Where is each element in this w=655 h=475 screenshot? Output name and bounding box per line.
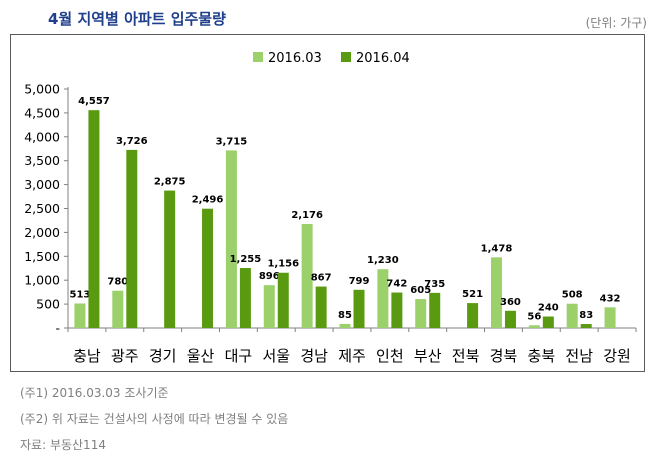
data-label-2016-03: 2,176 (291, 210, 323, 221)
bar-2016-03 (490, 257, 502, 328)
data-label-2016-04: 1,255 (230, 254, 262, 265)
y-tick-label: 2,000 (24, 225, 60, 240)
x-tick-label: 경북 (490, 347, 518, 365)
y-tick-label: 3,000 (24, 177, 60, 192)
bar-2016-04 (542, 316, 554, 328)
legend-swatch-2016-04 (341, 52, 351, 62)
data-label-2016-03: 605 (410, 285, 431, 296)
bar-2016-03 (528, 325, 540, 328)
unit-label: (단위: 가구) (585, 16, 647, 30)
x-tick-label: 경기 (149, 347, 177, 365)
data-label-2016-03: 513 (69, 289, 90, 300)
data-label-2016-03: 3,715 (216, 136, 248, 147)
data-label-2016-03: 85 (338, 310, 352, 321)
bar-2016-04 (467, 303, 479, 328)
bar-2016-03 (566, 303, 578, 328)
x-tick-label: 제주 (338, 347, 366, 365)
data-label-2016-04: 240 (538, 303, 559, 314)
data-label-2016-04: 1,156 (267, 259, 299, 270)
bar-2016-04 (504, 310, 516, 328)
bar-2016-03 (301, 223, 313, 328)
y-tick-label: 4,500 (24, 105, 60, 120)
bar-2016-04 (126, 149, 138, 328)
chart-frame (10, 34, 645, 372)
legend-label-2016-03: 2016.03 (268, 51, 322, 66)
data-label-2016-04: 2,875 (154, 177, 186, 188)
x-tick-label: 인천 (376, 347, 404, 365)
x-tick-label: 울산 (187, 347, 215, 365)
x-tick-label: 부산 (414, 347, 442, 365)
data-label-2016-04: 867 (311, 273, 332, 284)
bar-2016-04 (353, 289, 365, 328)
bar-2016-03 (339, 323, 351, 328)
bar-2016-04 (580, 324, 592, 328)
bar-2016-04 (429, 292, 441, 328)
data-label-2016-04: 799 (349, 276, 370, 287)
data-label-2016-03: 1,478 (481, 243, 513, 254)
bar-2016-04 (239, 268, 251, 328)
bar-2016-03 (604, 307, 616, 328)
x-tick-label: 충남 (73, 347, 101, 365)
x-tick-label: 경남 (300, 347, 328, 365)
bar-2016-04 (164, 190, 176, 328)
data-label-2016-04: 735 (424, 279, 445, 290)
x-tick-label: 강원 (603, 347, 631, 365)
chart-title: 4월 지역별 아파트 입주물량 (48, 10, 226, 28)
bar-2016-03 (225, 150, 237, 328)
footnote-1: (주1) 2016.03.03 조사기준 (20, 386, 169, 400)
data-label-2016-03: 896 (259, 271, 280, 282)
y-tick-label: 5,000 (24, 82, 60, 97)
data-label-2016-04: 360 (500, 297, 521, 308)
data-label-2016-03: 432 (600, 293, 621, 304)
data-label-2016-04: 521 (462, 289, 483, 300)
bar-2016-04 (277, 272, 289, 328)
legend-swatch-2016-03 (253, 52, 263, 62)
y-tick-label: 2,500 (24, 201, 60, 216)
y-tick-label: 3,500 (24, 153, 60, 168)
x-tick-label: 서울 (262, 347, 290, 365)
bar-2016-03 (112, 290, 124, 328)
x-tick-label: 전남 (565, 347, 593, 365)
y-tick-label: 1,000 (24, 273, 60, 288)
data-label-2016-03: 1,230 (367, 255, 399, 266)
source-note: 자료: 부동산114 (20, 438, 106, 452)
y-tick-label: 500 (36, 297, 60, 312)
data-label-2016-04: 3,726 (116, 136, 148, 147)
x-tick-label: 충북 (528, 347, 556, 365)
bar-2016-03 (377, 269, 389, 328)
bar-2016-03 (263, 285, 275, 328)
x-tick-label: 전북 (452, 347, 480, 365)
x-tick-label: 대구 (225, 347, 253, 365)
y-tick-label: 1,500 (24, 249, 60, 264)
data-label-2016-04: 83 (579, 310, 593, 321)
bar-2016-04 (315, 286, 327, 328)
data-label-2016-04: 742 (386, 279, 407, 290)
footnote-2: (주2) 위 자료는 건설사의 사정에 따라 변경될 수 있음 (20, 412, 289, 426)
y-tick-label: 4,000 (24, 129, 60, 144)
bar-2016-04 (391, 292, 403, 328)
bar-2016-04 (88, 110, 100, 328)
data-label-2016-03: 780 (107, 277, 128, 288)
bar-2016-03 (415, 299, 427, 328)
legend-label-2016-04: 2016.04 (356, 51, 410, 66)
x-tick-label: 광주 (111, 347, 139, 365)
data-label-2016-03: 508 (562, 290, 583, 301)
bar-2016-04 (202, 208, 214, 328)
bar-2016-03 (74, 303, 86, 328)
y-tick-label: - (55, 321, 60, 336)
data-label-2016-04: 2,496 (192, 195, 224, 206)
data-label-2016-03: 56 (527, 311, 541, 322)
data-label-2016-04: 4,557 (78, 96, 110, 107)
